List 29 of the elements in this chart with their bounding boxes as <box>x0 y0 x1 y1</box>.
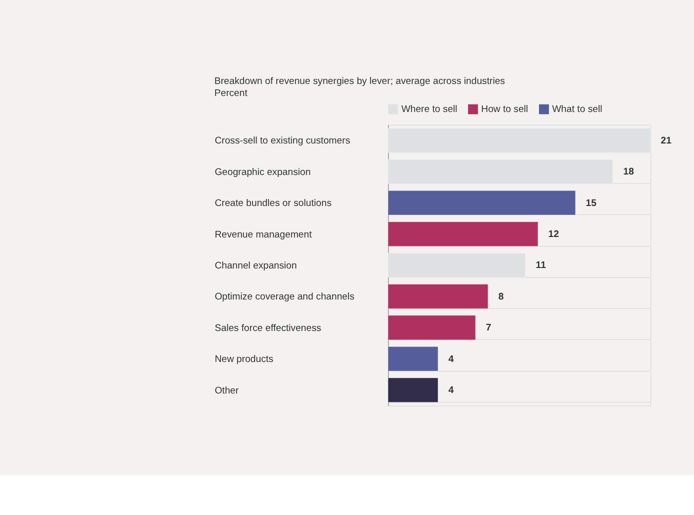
y-tick-label: Optimize coverage and channels <box>214 292 355 303</box>
bar <box>388 190 576 216</box>
data-label: 18 <box>623 166 635 178</box>
bar <box>388 377 438 403</box>
data-label: 15 <box>586 198 598 209</box>
y-tick-label: Geographic expansion <box>214 166 311 178</box>
legend-label: How to sell <box>481 104 528 116</box>
data-label: 21 <box>660 135 672 146</box>
y-tick-label: Other <box>214 385 240 396</box>
bar <box>388 284 488 309</box>
y-tick-label: New products <box>214 354 274 366</box>
y-tick-label: Sales force effectiveness <box>214 322 322 334</box>
y-tick-label: Revenue management <box>214 229 312 240</box>
chart-title: Breakdown of revenue synergies by lever; average across industries <box>214 76 506 88</box>
data-label: 7 <box>486 322 492 334</box>
text: Percent <box>214 88 248 99</box>
data-label: 11 <box>536 260 547 272</box>
data-label: 8 <box>498 291 504 302</box>
legend-label: Where to sell <box>401 104 458 116</box>
bar <box>388 315 476 340</box>
data-label: 12 <box>548 228 559 240</box>
data-label: 4 <box>448 354 454 365</box>
legend-label: What to sell <box>552 104 602 116</box>
data-label: 4 <box>448 384 454 396</box>
bar <box>388 346 438 372</box>
bar <box>388 221 538 247</box>
y-tick-label: Channel expansion <box>214 260 297 272</box>
y-tick-label: Cross-sell to existing customers <box>214 136 350 147</box>
y-tick-label: Create bundles or solutions <box>214 198 332 210</box>
